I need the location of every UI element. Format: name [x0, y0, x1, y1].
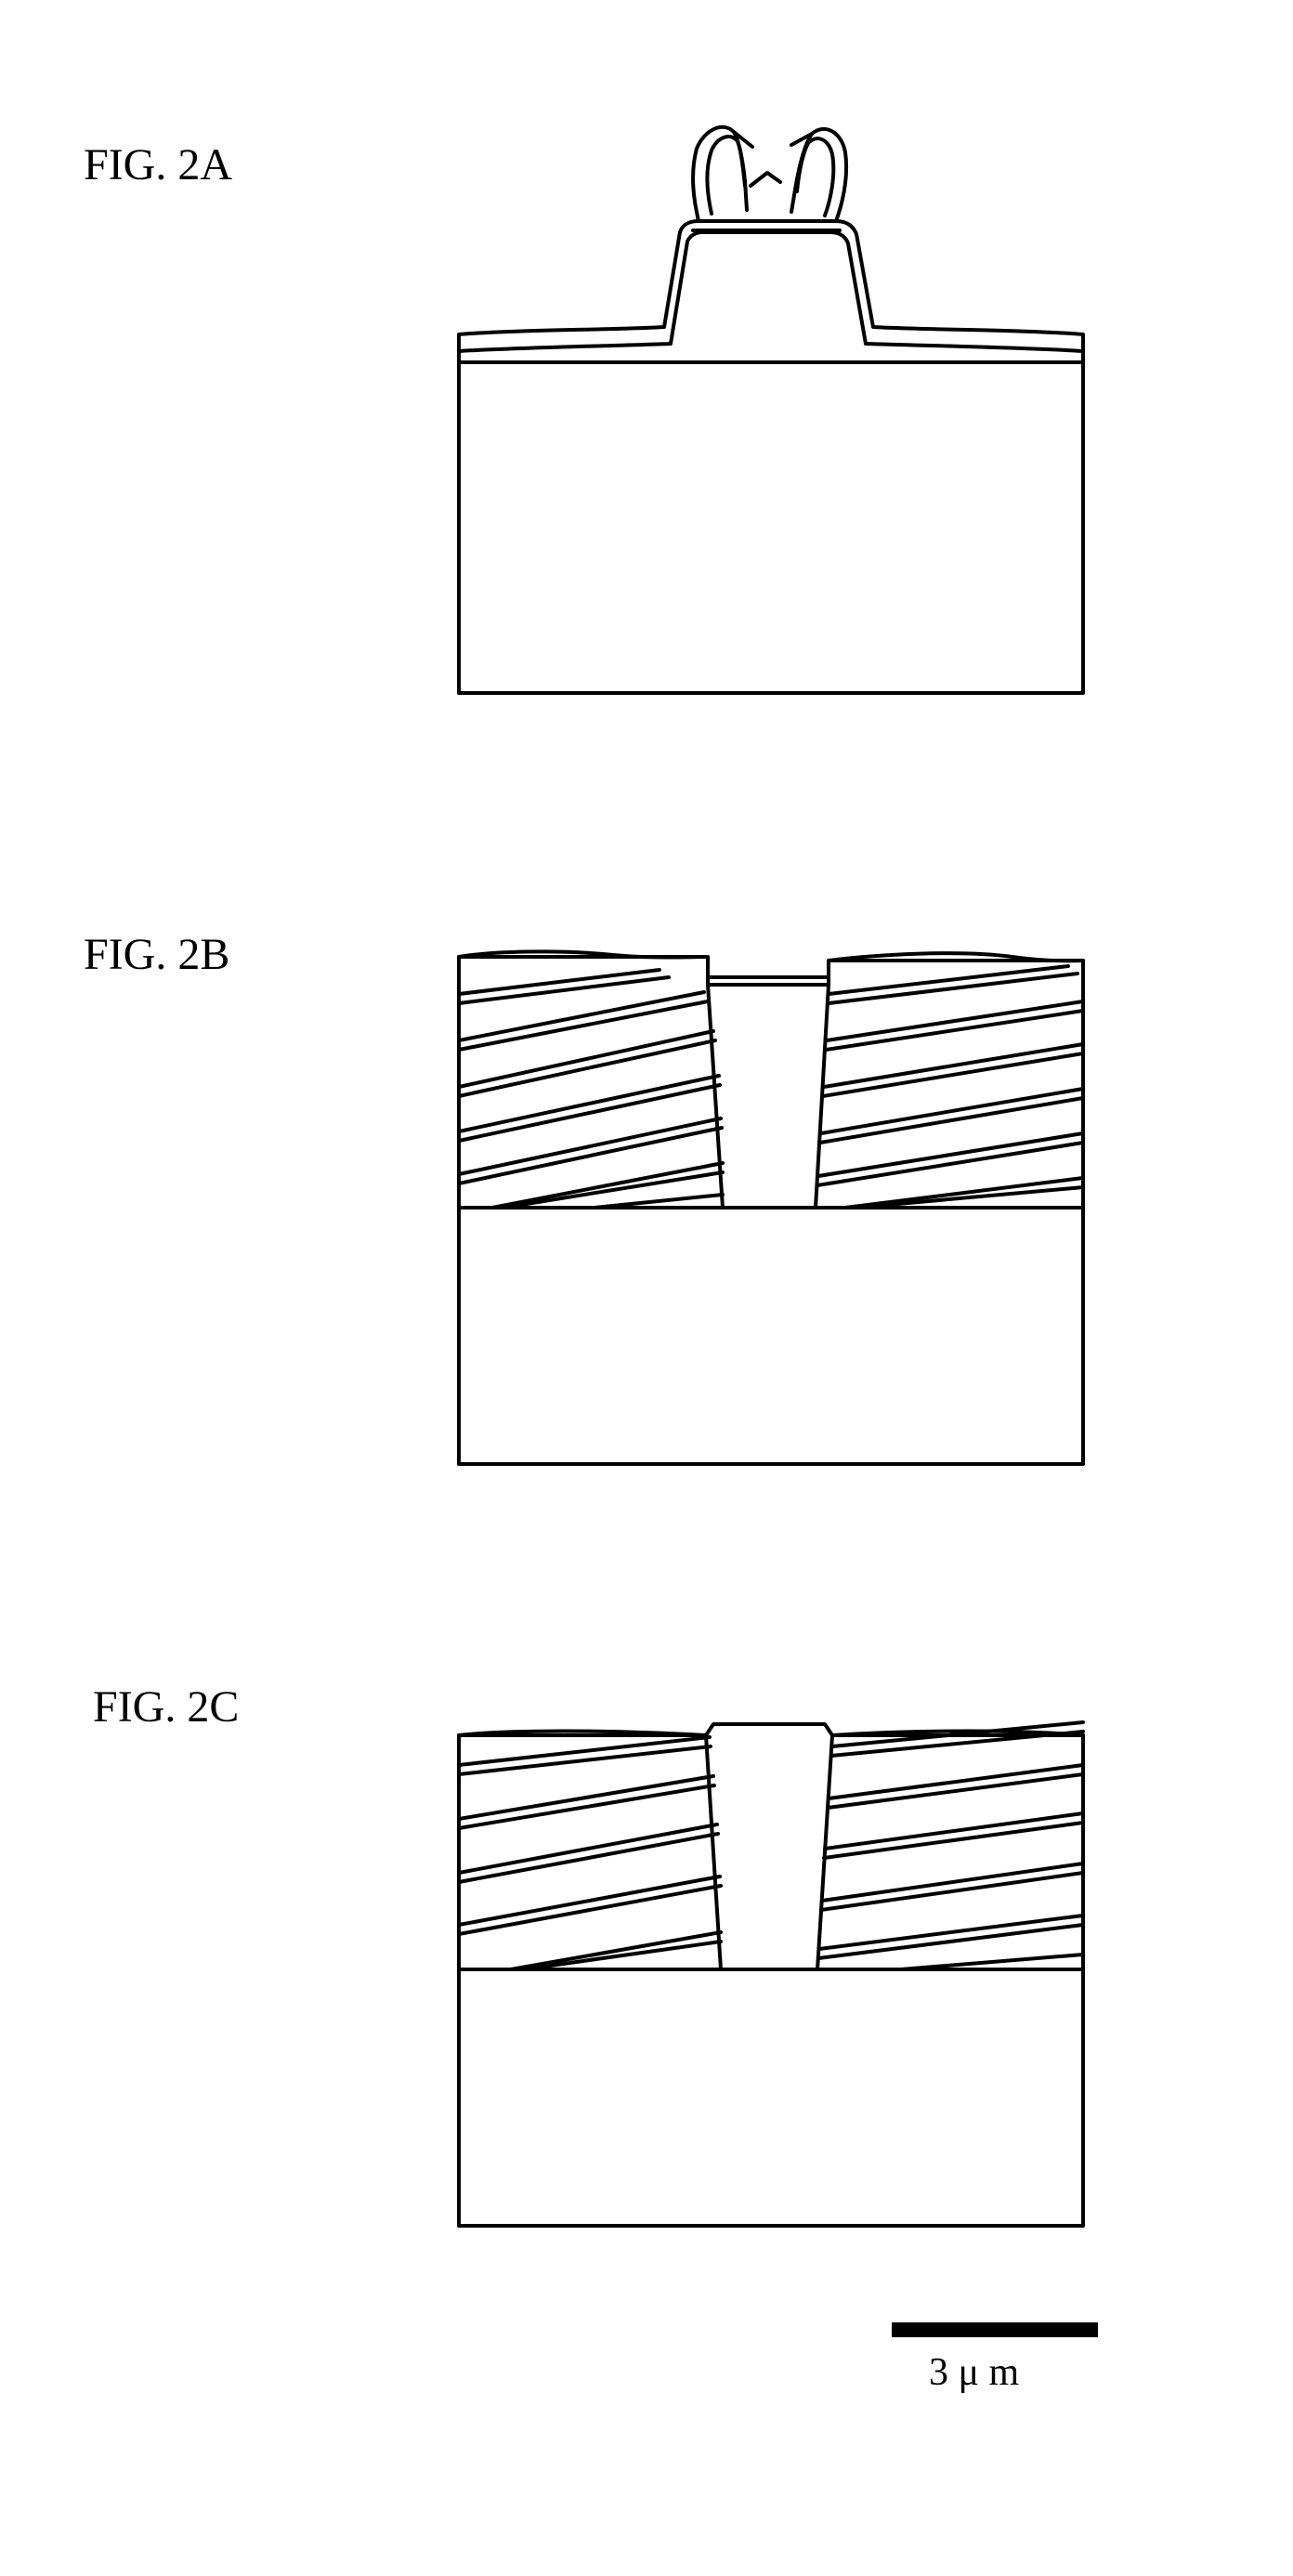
diagram-fig-2b: [455, 929, 1087, 1468]
diagram-fig-2c: [455, 1709, 1087, 2229]
scale-bar: [892, 2322, 1098, 2337]
figure-label-c: FIG. 2C: [93, 1681, 239, 1733]
scale-label: 3 μ m: [929, 2350, 1019, 2395]
figure-label-b: FIG. 2B: [84, 929, 229, 980]
diagram-fig-2a: [455, 121, 1087, 697]
figure-label-a: FIG. 2A: [84, 139, 232, 190]
